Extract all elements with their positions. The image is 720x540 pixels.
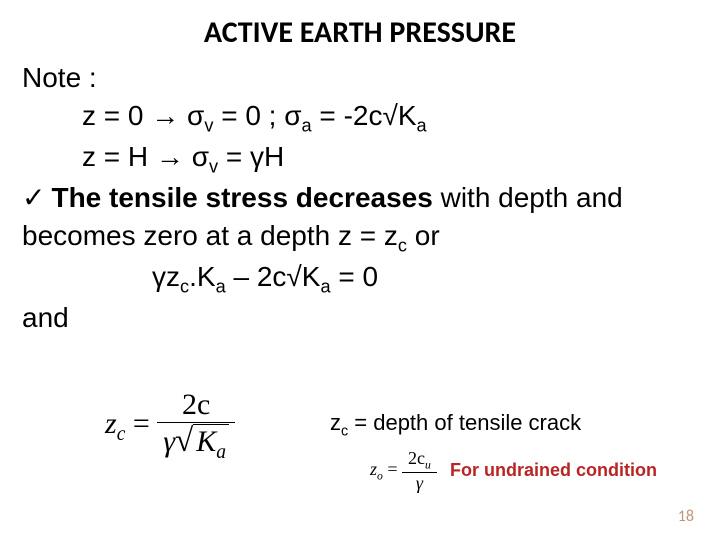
note-label: Note : [22, 59, 698, 97]
bullet-tensile: The tensile stress decreases with depth … [22, 179, 698, 258]
formula-zc: zc = 2c γ√Ka [105, 388, 235, 464]
fraction-small: 2cu γ [402, 448, 437, 494]
undrained-condition-label: For undrained condition [450, 460, 657, 481]
formula-zo: zo = 2cu γ [370, 448, 437, 494]
check-icon [22, 182, 51, 213]
line-zH: z = H → σv = γH [22, 138, 698, 179]
line-z0: z = 0 → σv = 0 ; σa = -2c√Ka [22, 97, 698, 138]
page-title: ACTIVE EARTH PRESSURE [0, 0, 720, 51]
fraction-main: 2c γ√Ka [157, 388, 235, 464]
body: Note : z = 0 → σv = 0 ; σa = -2c√Ka z = … [0, 51, 720, 337]
line-eqn: γzc.Ka – 2c√Ka = 0 [22, 258, 698, 299]
and-label: and [22, 299, 698, 337]
title-text: ACTIVE EARTH PRESSURE [204, 14, 516, 51]
caption-zc: zc = depth of tensile crack [330, 410, 581, 439]
page-number: 18 [678, 507, 694, 526]
sqrt-icon: √Ka [175, 423, 229, 464]
